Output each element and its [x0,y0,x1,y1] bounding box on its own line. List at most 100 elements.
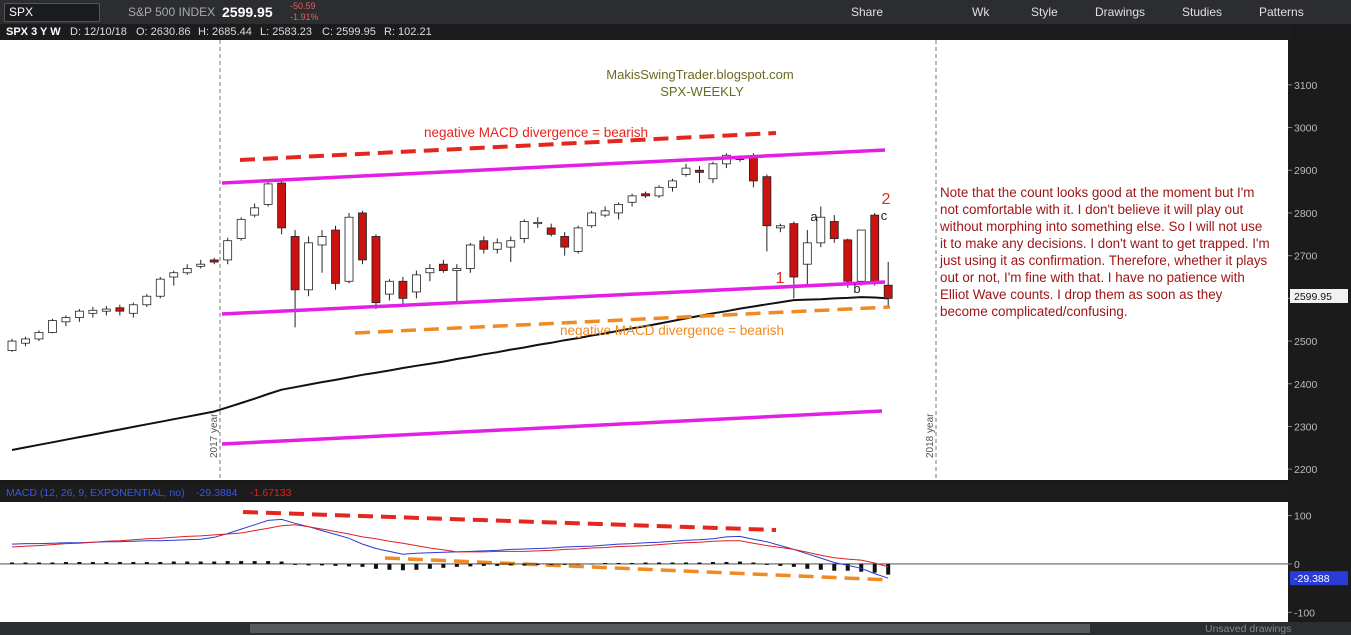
histogram-bar [805,563,810,569]
candle-body [465,244,475,269]
histogram-bar [158,562,163,564]
info-field: H: 2685.44 [198,26,252,38]
candle-body [344,216,354,282]
candle-body [290,236,300,291]
histogram-bar [63,562,68,564]
histogram-bar [77,562,82,564]
candle-body [560,236,570,248]
candle-body [870,214,880,284]
macd-header [0,483,1288,502]
candle-body [196,263,206,267]
candle-body [277,182,287,229]
histogram-bar [657,562,662,564]
histogram-bar [751,562,756,564]
candle-body [142,295,152,306]
macd-panel [0,502,1288,622]
histogram-bar [562,563,567,565]
candle-body [749,157,758,182]
candle-body [519,221,529,239]
macd-tag [1290,571,1348,586]
wave-label: 1 [776,270,785,287]
histogram-bar [347,563,351,567]
candle-body [573,227,583,252]
style-button[interactable]: Style [1031,5,1058,19]
annotation: negative MACD divergence = bearish [424,125,648,140]
histogram-bar [50,562,55,564]
candle-body [587,212,597,227]
candle-body [641,193,650,197]
chart-title: MakisSwingTrader.blogspot.com [606,67,793,82]
macd-divergence-line [384,556,891,582]
scroll-thumb[interactable] [250,624,1090,633]
candle-body [398,280,408,299]
histogram-bar [373,563,378,569]
histogram-bar [670,562,675,564]
histogram-bar [872,563,877,573]
histogram-bar [90,562,95,564]
year-label: 2017 year [209,413,220,458]
histogram-bar [23,562,28,564]
histogram-bar [441,563,446,568]
candle-body [479,240,489,250]
histogram-bar [10,562,14,564]
candle-body [21,338,30,344]
wave-label: a [810,209,818,224]
candle-body [762,176,772,227]
histogram-bar [131,562,136,564]
histogram-bar [427,563,432,569]
studies-button[interactable]: Studies [1182,5,1223,19]
histogram-bar [710,562,715,564]
channel-line [221,280,886,316]
divergence-line [239,131,777,162]
wave-label: c [881,208,888,223]
candle-body [668,180,677,188]
description: S&P 500 INDEX [128,5,216,19]
histogram-bar [764,563,769,565]
histogram-bar [589,563,594,565]
histogram-bar [832,563,837,571]
candle-body [492,242,502,250]
drawings-button[interactable]: Drawings [1095,5,1146,19]
histogram-bar [643,562,648,564]
histogram-bar [845,563,850,571]
price-axis [1288,40,1351,622]
macd-title: MACD (12, 26, 9, EXPONENTIAL, no) [6,487,185,499]
y-tick-label: 2200 [1294,464,1318,476]
histogram-bar [535,563,540,565]
share-button[interactable]: Share [851,5,884,19]
candle-body [546,227,556,235]
candle-body [681,167,691,175]
y-tick-label: -100 [1294,607,1315,619]
candle-body [789,223,799,278]
candle-body [371,236,381,304]
histogram-bar [320,563,325,566]
histogram-bar [198,561,203,564]
histogram-bar [293,563,298,565]
y-tick-label: 2400 [1294,379,1318,391]
period-button[interactable]: Wk [972,5,990,19]
macd-line [11,524,889,568]
histogram-bar [225,561,230,564]
histogram-bar [549,563,554,565]
histogram-bar [266,561,271,564]
candle-body [627,195,637,203]
macd-readout: -29.3884 [196,487,238,499]
histogram-bar [144,562,149,564]
candle-body [775,225,785,229]
histogram-bar [333,563,338,566]
candle-body [506,240,516,248]
patterns-button[interactable]: Patterns [1259,5,1304,19]
histogram-bar [724,562,729,564]
histogram-bar [279,561,284,564]
histogram-bar [737,561,742,564]
candle-body [843,239,853,282]
symbol-box[interactable] [4,3,100,22]
channel-line [221,148,886,185]
histogram-bar [387,563,392,570]
symbol[interactable]: SPX [9,5,34,19]
toolbar: SPX S&P 500 INDEX 2599.95 -50.59 -1.91% … [0,0,1351,24]
annotation: negative MACD divergence = bearish [560,323,784,338]
candle-body [7,340,17,351]
candle-body [856,229,866,282]
macd-tag-label: -29.388 [1294,573,1330,585]
